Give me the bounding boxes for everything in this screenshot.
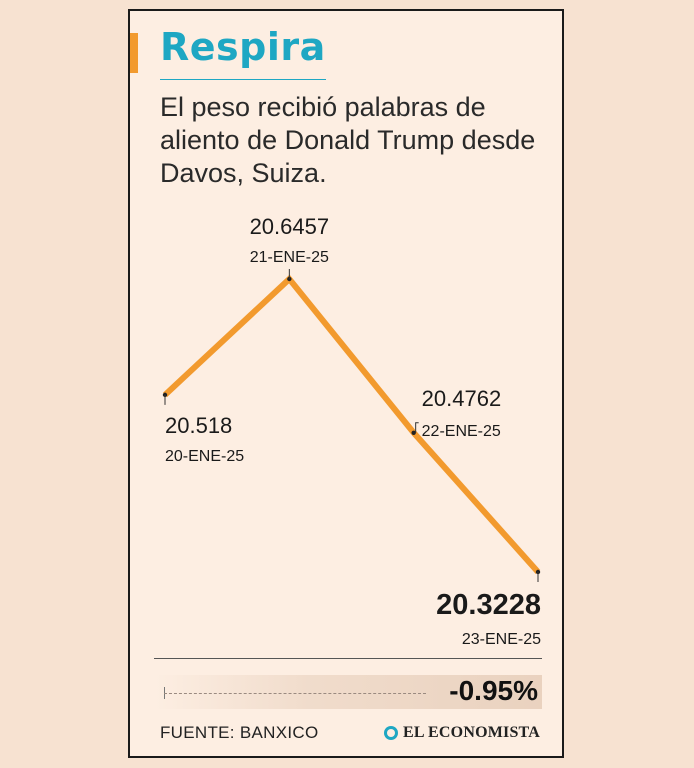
chart-title: Respira — [160, 25, 326, 69]
label-tick — [415, 422, 419, 433]
change-strip: -0.95% — [154, 675, 542, 709]
date-label: 23-ENE-25 — [462, 631, 541, 648]
date-label: 20-ENE-25 — [165, 448, 244, 465]
title-accent-bar — [130, 33, 138, 73]
value-label: 20.6457 — [250, 214, 330, 239]
brand-logo: EL ECONOMISTA — [384, 724, 540, 742]
brand-name: EL ECONOMISTA — [403, 724, 540, 741]
date-label: 22-ENE-25 — [422, 423, 501, 440]
globe-icon — [384, 726, 398, 740]
series-line — [162, 274, 541, 574]
date-label: 21-ENE-25 — [250, 249, 329, 266]
line-chart: 20.518 20-ENE-25 20.6457 21-ENE-25 20.4762 22… — [162, 214, 541, 648]
value-label: 20.4762 — [422, 386, 502, 411]
percent-change: -0.95% — [449, 675, 538, 706]
infographic-card: Respira El peso recibió palabras de alie… — [128, 9, 564, 758]
title-underline — [160, 79, 326, 80]
value-label: 20.3228 — [436, 589, 541, 621]
change-dash — [164, 693, 426, 694]
chart-marks: 20.518 20-ENE-25 20.6457 21-ENE-25 20.4762 22… — [162, 214, 541, 648]
footer-divider — [154, 658, 542, 659]
source-note: FUENTE: BANXICO — [160, 723, 319, 742]
chart-subtitle: El peso recibió palabras de aliento de D… — [160, 92, 536, 188]
data-point — [411, 430, 416, 436]
value-label: 20.518 — [165, 413, 232, 438]
